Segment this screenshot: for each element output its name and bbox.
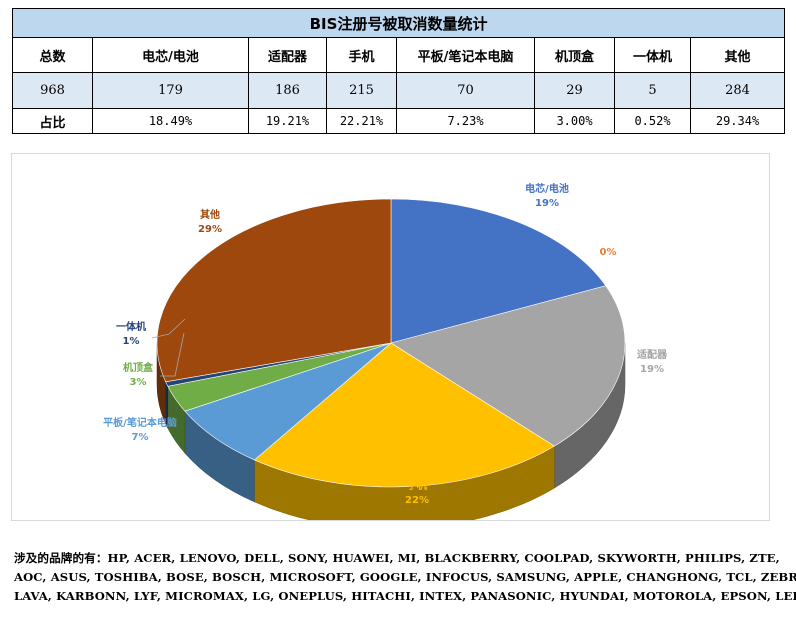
brands-line: 涉及的品牌的有：HP, ACER, LENOVO, DELL, SONY, HU… [14,551,780,565]
leader-line [160,332,185,377]
stats-table: BIS注册号被取消数量统计 总数 电芯/电池 适配器 手机 平板/笔记本电脑 机… [11,8,786,134]
ratio-cell: 22.21% [326,108,397,134]
slice-category-label: 电芯/电池 [525,182,569,195]
header-cell: 机顶盒 [534,37,615,73]
count-cell: 70 [396,72,535,109]
table-title: BIS注册号被取消数量统计 [11,8,786,38]
pie-slice [253,342,555,488]
brands-line: AOC, ASUS, TOSHIBA, BOSE, BOSCH, MICROSO… [14,570,796,584]
pie-chart: 电芯/电池 19% 0% 适配器 19% 手机 22% 平板/笔记本电脑 7% 机顶盒 3% 一体机 1… [103,182,668,520]
leader-line [151,318,186,339]
header-cell: 手机 [326,37,397,73]
count-cell: 29 [534,72,615,109]
slice-percent-label: 22% [405,495,429,506]
slice-percent-label: 3% [130,377,147,388]
count-cell: 186 [248,72,327,109]
brands-line: LAVA, KARBONN, LYF, MICROMAX, LG, ONEPLU… [14,589,796,603]
pie-slice [184,342,392,461]
ratio-cell: 3.00% [534,108,615,134]
slice-category-label: 其他 [200,208,220,221]
ratio-cell: 0.52% [614,108,691,134]
pie-slice [390,198,607,344]
slice-percent-label: 0% [600,247,617,258]
count-cell: 968 [12,72,93,109]
slice-percent-label: 7% [132,432,149,443]
pie-slice [390,285,626,447]
ratio-cell: 18.49% [92,108,249,134]
header-cell: 其他 [689,37,786,73]
ratio-row: 占比 18.49% 19.21% 22.21% 7.23% 3.00% 0.52… [12,108,786,134]
ratio-cell: 7.23% [396,108,535,134]
ratio-cell: 19.21% [248,108,327,134]
brands-list: 涉及的品牌的有：HP, ACER, LENOVO, DELL, SONY, HU… [14,549,796,606]
count-cell: 179 [92,72,249,109]
slice-percent-label: 1% [123,336,140,347]
header-cell: 一体机 [614,37,691,73]
ratio-cell: 29.34% [689,108,786,134]
header-cell: 电芯/电池 [92,37,249,73]
header-cell: 平板/笔记本电脑 [396,37,535,73]
pie-chart-area: 电芯/电池 19% 0% 适配器 19% 手机 22% 平板/笔记本电脑 7% 机顶盒 3% 一体机 1… [11,153,770,521]
count-cell: 284 [689,72,786,109]
slice-percent-label: 19% [535,198,559,209]
slice-category-label: 手机 [407,479,427,492]
slice-category-label: 适配器 [637,348,668,361]
slice-category-label: 一体机 [116,320,146,333]
slice-percent-label: 29% [198,224,222,235]
count-row: 968 179 186 215 70 29 5 284 [12,72,786,109]
slice-category-label: 机顶盒 [123,361,154,374]
count-cell: 5 [614,72,691,109]
slice-category-label: 平板/笔记本电脑 [103,416,177,429]
slice-percent-label: 19% [640,364,664,375]
pie-slice [156,198,392,383]
header-cell: 适配器 [248,37,327,73]
count-cell: 215 [326,72,397,109]
header-row: 总数 电芯/电池 适配器 手机 平板/笔记本电脑 机顶盒 一体机 其他 [12,37,786,73]
ratio-label: 占比 [12,108,93,134]
header-cell: 总数 [12,37,93,73]
